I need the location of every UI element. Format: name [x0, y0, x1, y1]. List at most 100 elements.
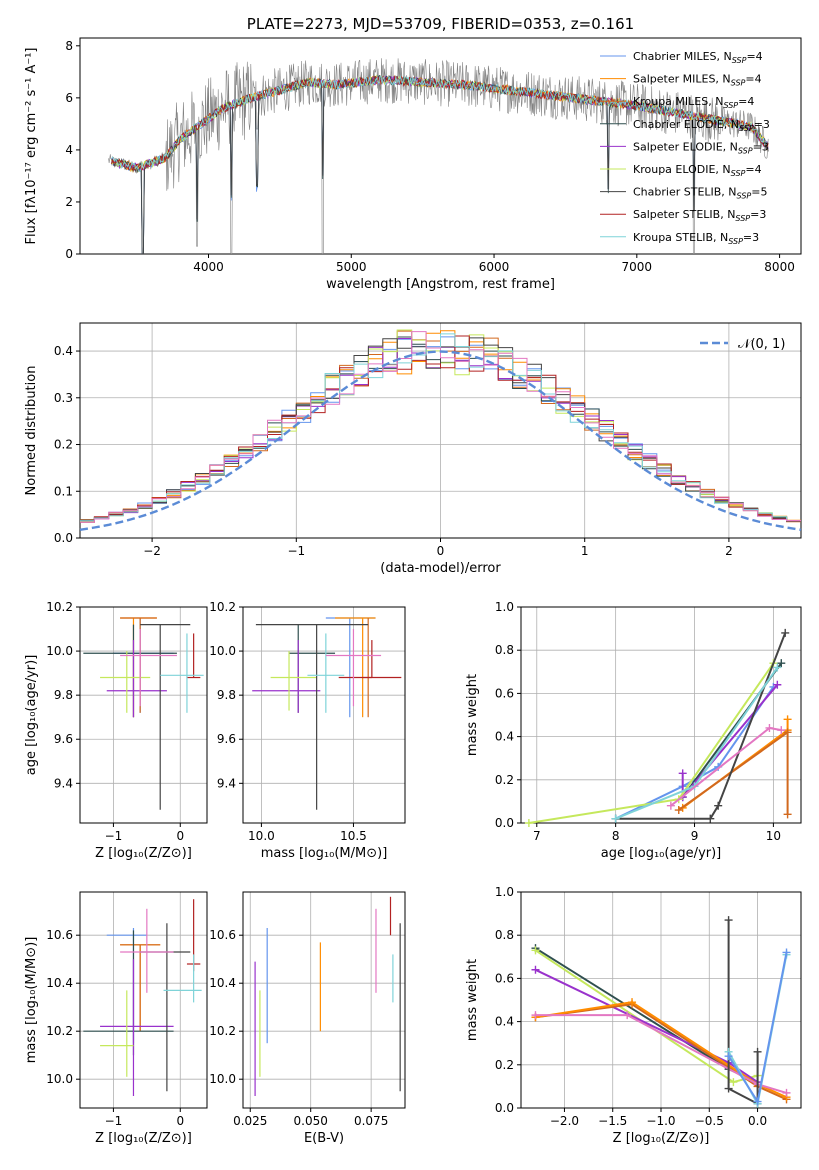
x-tick-label: 5000: [336, 260, 367, 274]
x-axis-label: wavelength [Angstrom, rest frame]: [326, 277, 555, 292]
legend-label-text: Salpeter STELIB, N: [633, 208, 735, 221]
series-line-kroupa-stelib: [615, 666, 779, 820]
series-line-chabrier-stelib: [727, 920, 759, 1106]
x-tick-label: 7000: [622, 260, 653, 274]
data-point-marker: [531, 946, 540, 955]
y-tick-label: 10.0: [209, 644, 236, 658]
legend-label-sub: SSP: [732, 56, 747, 65]
legend-label: Kroupa ELODIE, NSSP=4: [633, 163, 762, 178]
model-spectrum-chabrier-stelib: [111, 74, 769, 254]
legend-label: Chabrier ELODIE, NSSP=3: [633, 118, 770, 133]
legend-label-suffix: =4: [745, 73, 761, 86]
x-tick-label: 0.0: [748, 1114, 767, 1128]
data-point-marker: [678, 769, 687, 778]
y-tick-label: 10.2: [46, 1024, 73, 1038]
x-axis-label: Z [log₁₀(Z/Z⊙)]: [95, 1131, 192, 1146]
data-point-marker: [674, 806, 683, 815]
data-point-marker: [531, 1011, 540, 1020]
y-tick-label: 0.6: [495, 686, 514, 700]
y-tick-label: 9.6: [54, 732, 73, 746]
legend-label-text: Salpeter ELODIE, N: [633, 140, 738, 153]
y-axis-label: mass weight: [465, 674, 480, 756]
legend-label-sub: SSP: [728, 237, 743, 246]
y-tick-label: 10.0: [46, 1072, 73, 1086]
age-vs-metallicity-panel: −1 0 9.4 9.6 9.8 10.0 10.2 Z [log₁₀(Z/Z⊙)] age […: [24, 600, 208, 861]
x-tick-label: 0: [176, 829, 184, 843]
data-point-marker: [782, 1088, 791, 1097]
y-tick-label: 10.6: [209, 928, 236, 942]
observed-spectrum-line: [108, 58, 769, 254]
y-tick-label: 1.0: [495, 885, 514, 899]
axes-frame: [242, 891, 406, 1109]
legend-label-suffix: =3: [750, 208, 766, 221]
data-point-marker: [777, 726, 786, 735]
legend-label-text: Chabrier ELODIE, N: [633, 118, 739, 131]
x-tick-label: −1: [105, 829, 123, 843]
x-axis-label: (data-model)/error: [380, 561, 501, 576]
x-tick-label: 10: [766, 829, 781, 843]
y-tick-label: 8: [65, 39, 73, 53]
y-tick-label: 9.6: [217, 732, 236, 746]
data-point-marker: [753, 1097, 762, 1106]
y-axis-label: Flux [fλ10⁻¹⁷ erg cm⁻² s⁻¹ A⁻¹]: [24, 48, 39, 245]
y-tick-label: 1.0: [495, 600, 514, 614]
spectrum-panel: PLATE=2273, MJD=53709, FIBERID=0353, z=0…: [24, 15, 802, 292]
y-tick-label: 9.4: [54, 776, 73, 790]
y-tick-label: 0.8: [495, 643, 514, 657]
data-point-marker: [531, 965, 540, 974]
x-tick-label: −2: [143, 544, 161, 558]
y-tick-label: 0.2: [54, 438, 73, 452]
x-tick-label: −1.0: [646, 1114, 675, 1128]
legend-label-suffix: =3: [743, 231, 759, 244]
y-tick-label: 10.4: [209, 976, 236, 990]
x-tick-label: 0.025: [233, 1114, 267, 1128]
residual-histogram-panel: −2 −1 0 1 2 0.0 0.1 0.2 0.3 0.4 (data-model)/error…: [24, 322, 802, 576]
data-point-marker: [724, 1052, 733, 1061]
y-tick-label: 0.0: [54, 531, 73, 545]
series-line-kroupa-elodie: [528, 662, 775, 824]
x-axis-label: mass [log₁₀(M/M⊙)]: [261, 846, 388, 861]
y-tick-label: 0.4: [495, 1015, 514, 1029]
y-tick-label: 0.2: [495, 1058, 514, 1072]
y-tick-label: 0.4: [54, 344, 73, 358]
x-tick-label: 0: [437, 544, 445, 558]
axes-frame: [79, 891, 208, 1109]
legend-label-suffix: =4: [745, 163, 761, 176]
model-spectrum-kroupa-stelib: [111, 75, 769, 173]
x-tick-label: 7: [533, 829, 541, 843]
x-tick-label: 1: [581, 544, 589, 558]
series-line-salpeter-elodie: [681, 684, 779, 800]
legend-label-text: Kroupa STELIB, N: [633, 231, 728, 244]
legend-label-text: Salpeter MILES, N: [633, 73, 731, 86]
histogram-steps-pink: [80, 331, 801, 523]
y-tick-label: 9.8: [217, 688, 236, 702]
y-tick-label: 0.4: [495, 730, 514, 744]
y-tick-label: 0.2: [495, 773, 514, 787]
y-tick-label: 0.8: [495, 928, 514, 942]
y-tick-label: 2: [65, 195, 73, 209]
legend-label-sub: SSP: [735, 214, 750, 223]
mass-vs-ebv-panel: 0.025 0.050 0.075 10.0 10.2 10.4 10.6 E(B-V): [209, 891, 406, 1146]
legend-label-suffix: =3: [754, 118, 770, 131]
x-tick-label: 2: [725, 544, 733, 558]
x-tick-label: −1: [105, 1114, 123, 1128]
series-line-pink: [535, 1014, 787, 1094]
mass-vs-metallicity-panel: −1 0 10.0 10.2 10.4 10.6 Z [log₁₀(Z/Z⊙)] mass […: [24, 891, 208, 1146]
x-axis-label: age [log₁₀(age/yr)]: [601, 846, 722, 861]
legend-label-suffix: =5: [751, 186, 767, 199]
data-point-marker: [706, 814, 715, 823]
axes-frame: [242, 606, 406, 824]
y-tick-label: 0: [65, 247, 73, 261]
y-tick-label: 0.6: [495, 971, 514, 985]
legend-label-suffix: =3: [753, 140, 769, 153]
y-tick-label: 10.6: [46, 928, 73, 942]
legend-label-sub: SSP: [731, 79, 746, 88]
y-tick-label: 10.2: [46, 600, 73, 614]
legend-label: Kroupa STELIB, NSSP=3: [633, 231, 759, 246]
legend-label: Chabrier MILES, NSSP=4: [633, 50, 763, 65]
x-tick-label: 4000: [193, 260, 224, 274]
axes-frame: [520, 891, 802, 1109]
data-point-marker: [628, 998, 637, 1007]
